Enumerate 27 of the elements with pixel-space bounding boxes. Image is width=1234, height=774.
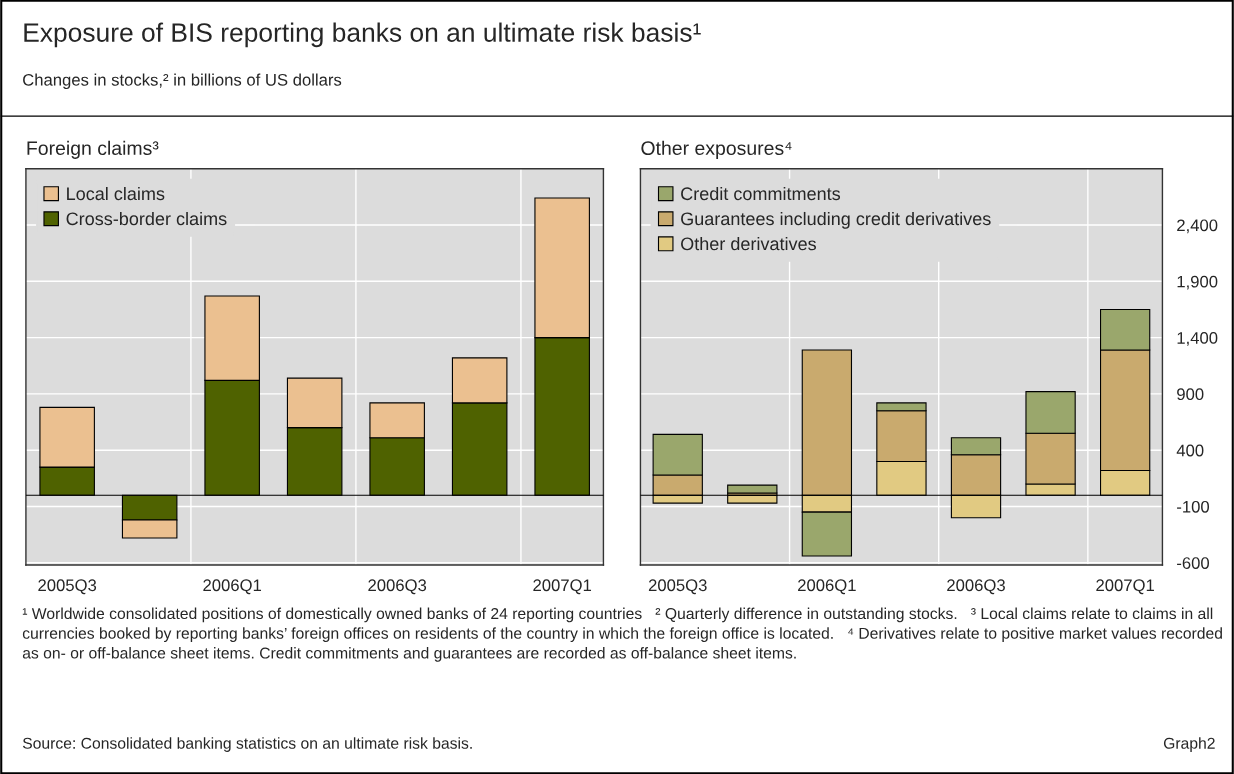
chart-title: Foreign claims³ bbox=[27, 140, 159, 159]
text: Exposure of BIS reporting banks on an ultimate risk basis¹ bbox=[24, 22, 701, 48]
x-tick-label: 2006Q1 bbox=[203, 579, 262, 595]
y-tick-label: 2,400 bbox=[1177, 219, 1218, 234]
legend-label: Local claims bbox=[67, 186, 165, 201]
x-tick-label: 2005Q3 bbox=[38, 579, 97, 595]
caption: Graph2 bbox=[1163, 737, 1215, 752]
y-tick-label: 900 bbox=[1177, 388, 1204, 401]
source-note: Source: Consolidated banking statistics on an ultimate risk basis. bbox=[22, 737, 472, 752]
text: ¹ Worldwide consolidated positions of domestically owned banks of 24 reporting countries ² Quarterly difference in outstanding stocks. ³ Local claims relate to claims in all currencies booked by reporting banks’ foreign offices on residents of the country in which the foreign office is located. ⁴ Derivatives relate to positive market values recorded as on- or off-balance sheet items. Credit commitments and guarantees are recorded as off-balance sheet items. bbox=[22, 607, 1222, 662]
x-tick-label: 2005Q3 bbox=[648, 579, 707, 595]
y-tick-label: -600 bbox=[1177, 557, 1210, 569]
text: Changes in stocks,² in billions of US dollars bbox=[23, 73, 342, 90]
legend-label: Other derivatives bbox=[681, 236, 816, 251]
legend-label: Credit commitments bbox=[681, 186, 841, 201]
y-tick-label: 400 bbox=[1176, 444, 1204, 457]
y-tick-label: 1,400 bbox=[1177, 332, 1218, 346]
chart-title: Other exposures⁴ bbox=[641, 140, 792, 159]
legend-label: Cross-border claims bbox=[66, 211, 227, 226]
legend-label: Guarantees including credit derivatives bbox=[681, 211, 991, 229]
x-tick-label: 2007Q1 bbox=[533, 579, 592, 595]
x-tick-label: 2006Q3 bbox=[368, 579, 427, 595]
y-tick-label: -100 bbox=[1177, 500, 1210, 513]
y-tick-label: 1,900 bbox=[1177, 275, 1218, 290]
x-tick-label: 2007Q1 bbox=[1096, 579, 1154, 595]
x-tick-label: 2006Q3 bbox=[947, 579, 1005, 595]
x-tick-label: 2006Q1 bbox=[798, 579, 856, 595]
